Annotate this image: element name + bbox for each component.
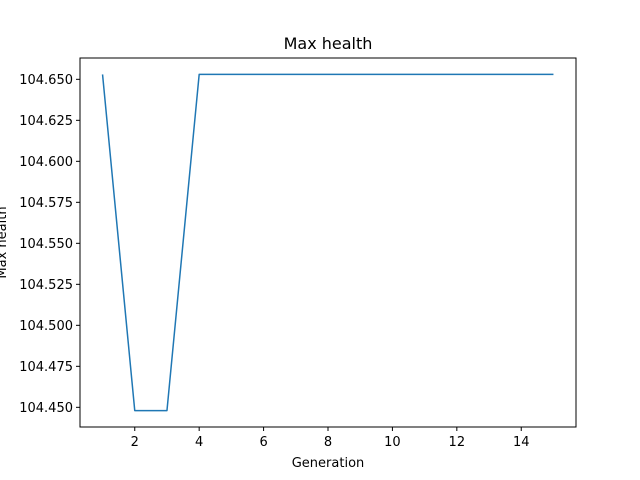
x-tick-label: 6: [259, 435, 267, 450]
y-tick-label: 104.650: [19, 73, 73, 88]
y-tick-label: 104.500: [19, 319, 73, 334]
x-tick-label: 8: [324, 435, 332, 450]
series-layer: [101, 73, 554, 412]
x-tick-label: 10: [384, 435, 401, 450]
y-tick-label: 104.625: [19, 114, 73, 129]
chart-title: Max health: [284, 34, 373, 53]
x-axis-ticks: 2 4 6 8 10 12 14: [131, 427, 530, 450]
x-tick-label: 4: [195, 435, 203, 450]
y-tick-label: 104.575: [19, 196, 73, 211]
y-axis-label: Max health: [0, 206, 10, 278]
y-tick-label: 104.525: [19, 278, 73, 293]
series-line-0: [101, 73, 554, 412]
y-axis-ticks: 104.450 104.475 104.500 104.525 104.550 104.5…: [19, 73, 80, 416]
x-tick-label: 12: [449, 435, 466, 450]
x-axis-label: Generation: [292, 456, 365, 471]
y-tick-label: 104.550: [19, 237, 73, 252]
x-tick-label: 14: [513, 435, 530, 450]
x-tick-label: 2: [131, 435, 139, 450]
y-tick-label: 104.450: [19, 401, 73, 416]
y-tick-label: 104.475: [19, 360, 73, 375]
plot-area: [80, 58, 576, 427]
y-tick-label: 104.600: [19, 155, 73, 170]
